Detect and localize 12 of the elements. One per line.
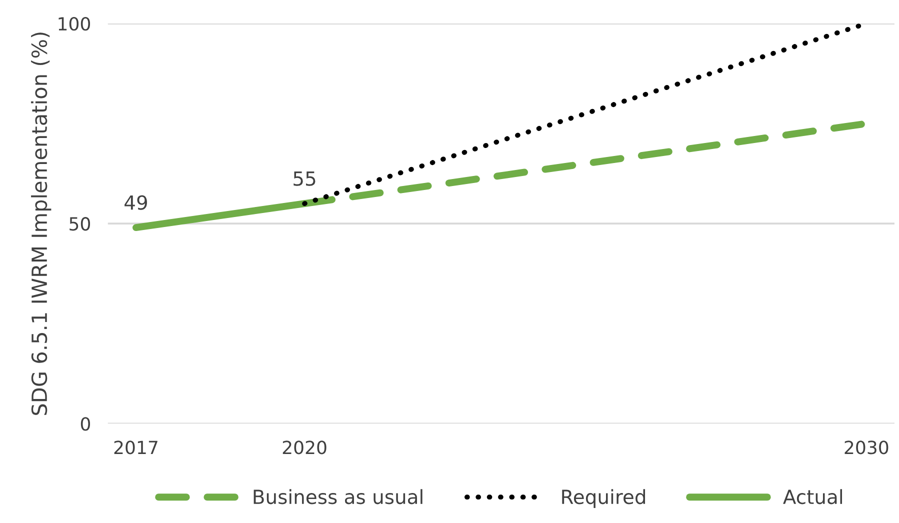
x-tick-label: 2017 <box>114 440 158 454</box>
y-tick-label: 0 <box>80 417 90 431</box>
y-tick-label: 50 <box>70 217 90 231</box>
legend-label: Required <box>562 489 646 508</box>
x-tick-label: 2020 <box>282 440 326 454</box>
legend-label: Business as usual <box>254 489 422 504</box>
data-label: 55 <box>294 171 316 186</box>
legend-label: Actual <box>783 489 842 504</box>
x-tick-label: 2030 <box>844 440 888 454</box>
y-axis-title: SDG 6.5.1 IWRM Implementation (%) <box>31 32 52 415</box>
y-tick-label: 100 <box>58 16 90 31</box>
data-label: 49 <box>124 195 147 210</box>
